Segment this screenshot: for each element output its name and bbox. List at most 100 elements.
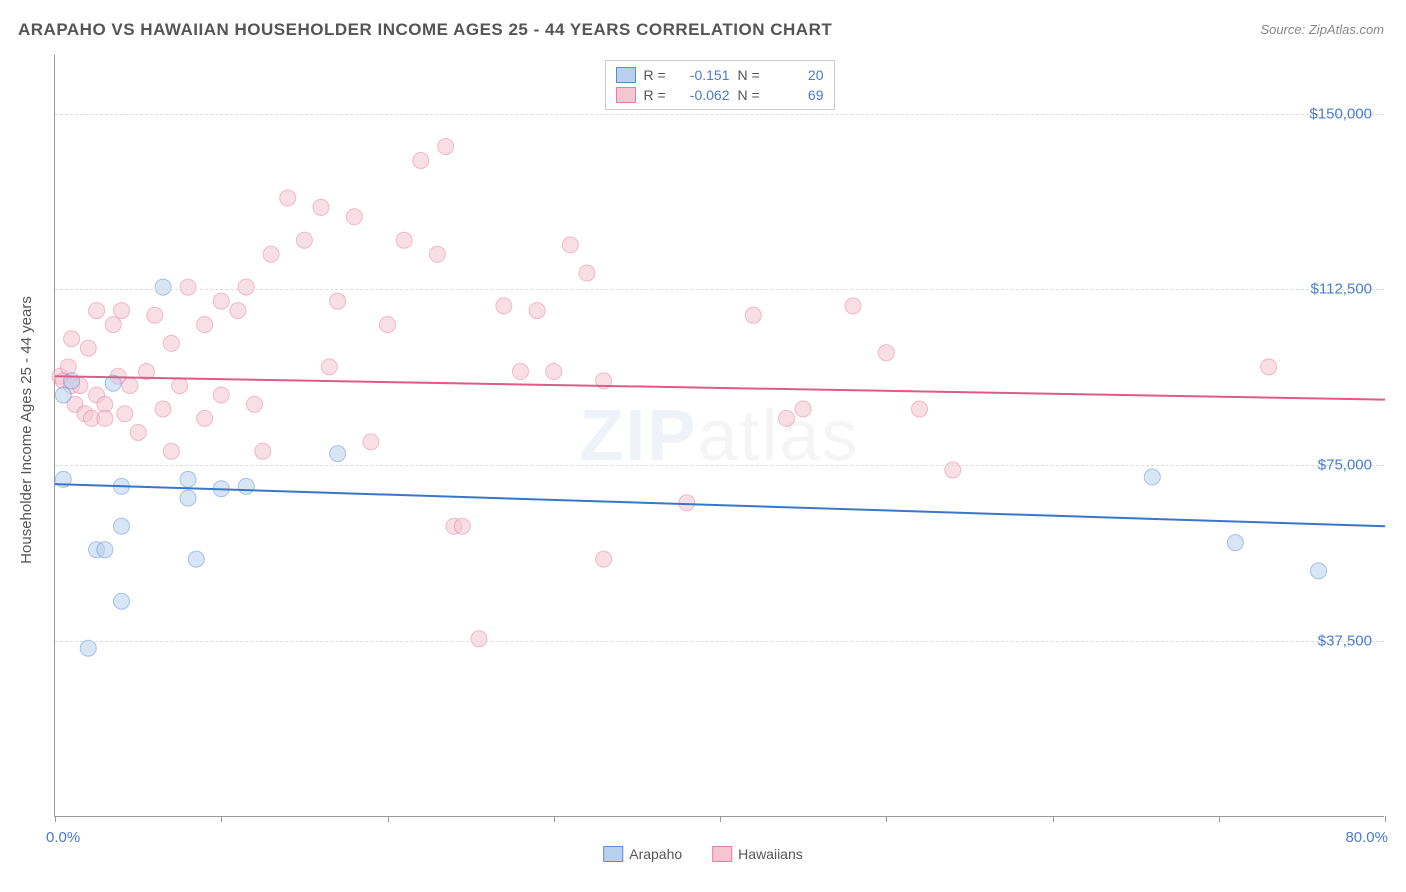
chart-title: ARAPAHO VS HAWAIIAN HOUSEHOLDER INCOME A…	[18, 20, 832, 40]
point-arapaho	[114, 518, 130, 534]
point-hawaiians	[779, 410, 795, 426]
plot-svg	[55, 55, 1384, 816]
x-tick	[388, 816, 389, 822]
point-hawaiians	[114, 303, 130, 319]
point-hawaiians	[122, 378, 138, 394]
r-value-arapaho: -0.151	[680, 67, 730, 83]
point-hawaiians	[97, 410, 113, 426]
point-hawaiians	[180, 279, 196, 295]
gridline	[55, 465, 1384, 466]
point-arapaho	[238, 478, 254, 494]
gridline	[55, 114, 1384, 115]
point-hawaiians	[413, 153, 429, 169]
point-arapaho	[80, 640, 96, 656]
point-hawaiians	[197, 317, 213, 333]
point-arapaho	[1144, 469, 1160, 485]
point-hawaiians	[596, 551, 612, 567]
source-label: Source: ZipAtlas.com	[1260, 22, 1384, 37]
x-tick	[720, 816, 721, 822]
x-tick	[55, 816, 56, 822]
r-label: R =	[644, 67, 672, 83]
point-hawaiians	[280, 190, 296, 206]
n-value-hawaiians: 69	[774, 87, 824, 103]
point-hawaiians	[380, 317, 396, 333]
point-hawaiians	[454, 518, 470, 534]
point-arapaho	[64, 373, 80, 389]
point-hawaiians	[213, 387, 229, 403]
point-hawaiians	[912, 401, 928, 417]
point-arapaho	[1227, 535, 1243, 551]
point-hawaiians	[745, 307, 761, 323]
point-hawaiians	[296, 232, 312, 248]
legend-label-arapaho: Arapaho	[629, 846, 682, 862]
n-value-arapaho: 20	[774, 67, 824, 83]
point-hawaiians	[363, 434, 379, 450]
x-tick	[1385, 816, 1386, 822]
point-hawaiians	[513, 364, 529, 380]
point-hawaiians	[429, 246, 445, 262]
point-hawaiians	[117, 406, 133, 422]
point-hawaiians	[562, 237, 578, 253]
x-max-label: 80.0%	[1345, 829, 1388, 846]
point-hawaiians	[313, 199, 329, 215]
point-hawaiians	[529, 303, 545, 319]
r-value-hawaiians: -0.062	[680, 87, 730, 103]
point-hawaiians	[795, 401, 811, 417]
x-tick	[221, 816, 222, 822]
y-tick-label: $150,000	[1309, 105, 1372, 122]
point-hawaiians	[172, 378, 188, 394]
point-hawaiians	[247, 396, 263, 412]
trendline-arapaho	[55, 484, 1385, 526]
point-hawaiians	[163, 443, 179, 459]
point-hawaiians	[105, 317, 121, 333]
x-min-label: 0.0%	[46, 829, 80, 846]
point-hawaiians	[438, 138, 454, 154]
point-arapaho	[155, 279, 171, 295]
legend-correlation: R = -0.151 N = 20 R = -0.062 N = 69	[605, 60, 835, 110]
point-hawaiians	[679, 495, 695, 511]
point-arapaho	[180, 490, 196, 506]
legend-label-hawaiians: Hawaiians	[738, 846, 803, 862]
point-hawaiians	[89, 303, 105, 319]
point-hawaiians	[147, 307, 163, 323]
point-hawaiians	[845, 298, 861, 314]
point-hawaiians	[255, 443, 271, 459]
point-hawaiians	[496, 298, 512, 314]
point-hawaiians	[330, 293, 346, 309]
point-hawaiians	[263, 246, 279, 262]
legend-item-hawaiians: Hawaiians	[712, 846, 803, 862]
point-hawaiians	[346, 209, 362, 225]
x-tick	[1219, 816, 1220, 822]
y-tick-label: $112,500	[1311, 281, 1372, 298]
x-tick	[1053, 816, 1054, 822]
plot-area: ZIPatlas R = -0.151 N = 20 R = -0.062 N …	[54, 55, 1384, 817]
point-hawaiians	[878, 345, 894, 361]
point-hawaiians	[321, 359, 337, 375]
point-hawaiians	[1261, 359, 1277, 375]
swatch-hawaiians	[616, 87, 636, 103]
y-axis-title: Householder Income Ages 25 - 44 years	[18, 296, 35, 564]
point-arapaho	[55, 387, 71, 403]
point-hawaiians	[163, 335, 179, 351]
n-label: N =	[738, 87, 766, 103]
point-hawaiians	[155, 401, 171, 417]
point-hawaiians	[197, 410, 213, 426]
chart-container: ARAPAHO VS HAWAIIAN HOUSEHOLDER INCOME A…	[0, 0, 1406, 892]
point-hawaiians	[471, 631, 487, 647]
point-hawaiians	[238, 279, 254, 295]
swatch-arapaho	[616, 67, 636, 83]
n-label: N =	[738, 67, 766, 83]
legend-series: Arapaho Hawaiians	[603, 846, 803, 862]
point-arapaho	[188, 551, 204, 567]
legend-row-arapaho: R = -0.151 N = 20	[616, 65, 824, 85]
point-arapaho	[180, 471, 196, 487]
point-hawaiians	[230, 303, 246, 319]
x-tick	[886, 816, 887, 822]
point-arapaho	[330, 446, 346, 462]
point-hawaiians	[579, 265, 595, 281]
point-hawaiians	[396, 232, 412, 248]
gridline	[55, 289, 1384, 290]
point-hawaiians	[64, 331, 80, 347]
gridline	[55, 641, 1384, 642]
point-arapaho	[1311, 563, 1327, 579]
